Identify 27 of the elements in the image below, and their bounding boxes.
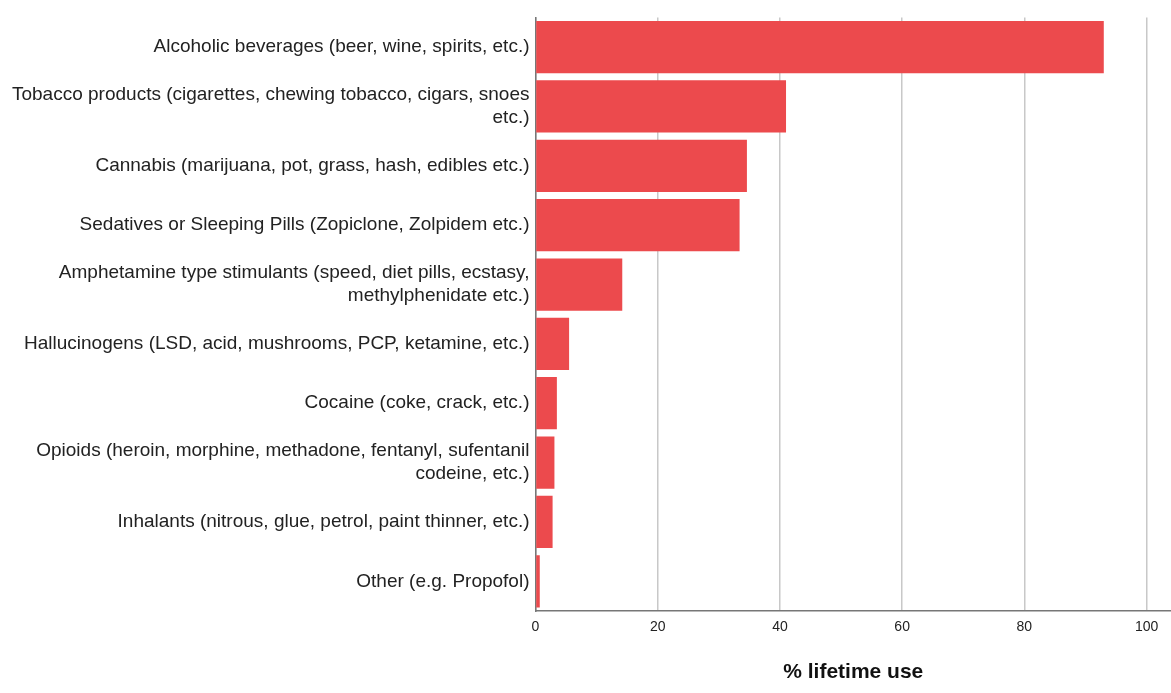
y-tick-label: Inhalants (nitrous, glue, petrol, paint thinner, etc.)	[117, 510, 530, 532]
bar	[536, 495, 553, 549]
bar	[536, 555, 540, 608]
y-tick-label: Amphetamine type stimulants (speed, diet pills, ecstasy, methylphenidate etc.)	[58, 261, 530, 306]
bar	[536, 377, 557, 430]
x-axis-title: % lifetime use	[783, 659, 924, 683]
y-tick-label: Hallucinogens (LSD, acid, mushrooms, PCP, ketamine, etc.)	[24, 332, 530, 354]
y-tick-label: Other (e.g. Propofol)	[356, 569, 530, 591]
bar	[536, 139, 747, 192]
y-tick-label: Cannabis (marijuana, pot, grass, hash, edibles etc.)	[95, 154, 530, 176]
x-tick-label: 100	[1134, 618, 1159, 635]
x-tick-label: 0	[531, 618, 540, 635]
x-tick-label: 80	[1016, 618, 1033, 635]
y-tick-label: Cocaine (coke, crack, etc.)	[304, 391, 530, 413]
y-tick-label: Sedatives or Sleeping Pills (Zopiclone, Zolpidem etc.)	[79, 213, 530, 235]
x-tick-label: 60	[894, 618, 911, 635]
bar	[536, 20, 1104, 74]
bar	[536, 80, 787, 133]
bar	[536, 436, 555, 489]
y-tick-label: Opioids (heroin, morphine, methadone, fentanyl, sufentanil codeine, etc.)	[36, 439, 530, 484]
y-tick-label: Alcoholic beverages (beer, wine, spirits, etc.)	[153, 35, 530, 57]
y-tick-label: Tobacco products (cigarettes, chewing tobacco, cigars, snoes etc.)	[11, 83, 530, 128]
x-tick-label: 20	[649, 618, 666, 635]
bar	[536, 258, 623, 311]
x-tick-label: 40	[772, 618, 788, 635]
bar	[536, 317, 570, 370]
bar	[536, 199, 740, 252]
